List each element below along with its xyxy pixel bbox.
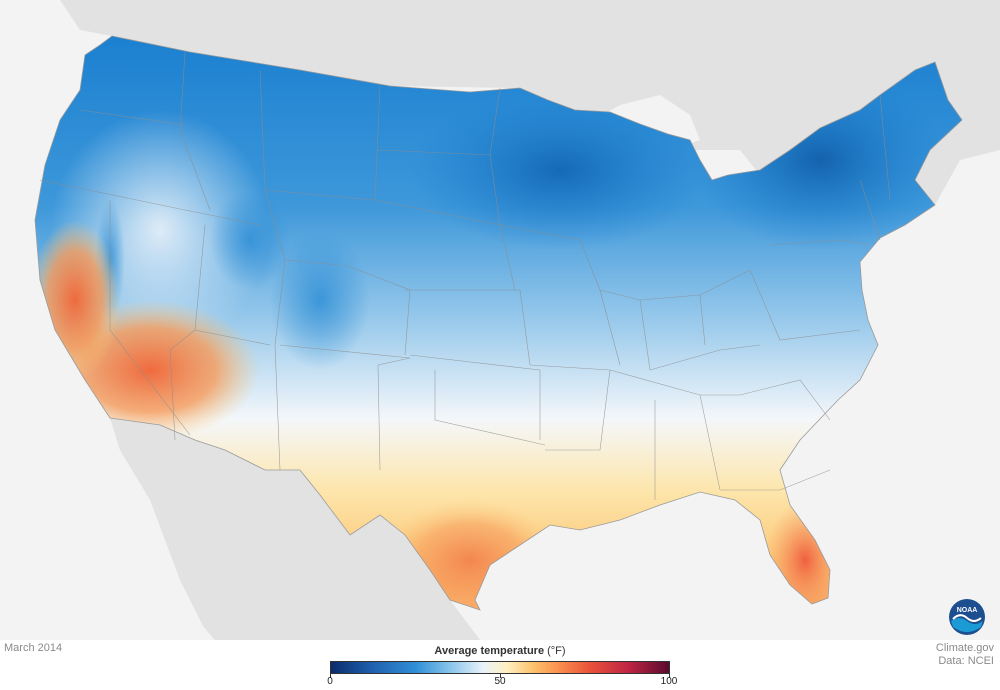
- credit-block: Climate.gov Data: NCEI: [936, 642, 994, 668]
- legend-title: Average temperature (°F): [330, 645, 670, 657]
- temperature-map: [34, 0, 1000, 640]
- legend-unit: (°F): [547, 645, 566, 657]
- legend-color-bar: [330, 661, 670, 674]
- noaa-logo-text: NOAA: [957, 607, 978, 614]
- noaa-logo: NOAA: [949, 599, 985, 635]
- surrounding-land: [60, 0, 1000, 640]
- credit-site: Climate.gov: [935, 642, 994, 654]
- credit-data-source: Data: NCEI: [938, 655, 994, 667]
- legend-tick-label: 0: [327, 676, 333, 687]
- state-boundaries: [39, 51, 891, 500]
- map-panel: NOAA: [0, 0, 1000, 640]
- legend-tick-label: 50: [494, 676, 506, 687]
- legend-title-text: Average temperature: [434, 645, 545, 657]
- date-label: March 2014: [4, 642, 63, 654]
- legend-tick: [330, 674, 331, 678]
- legend-tick: [669, 674, 670, 678]
- legend-tick-label: 100: [660, 676, 678, 687]
- legend-tick: [500, 674, 501, 678]
